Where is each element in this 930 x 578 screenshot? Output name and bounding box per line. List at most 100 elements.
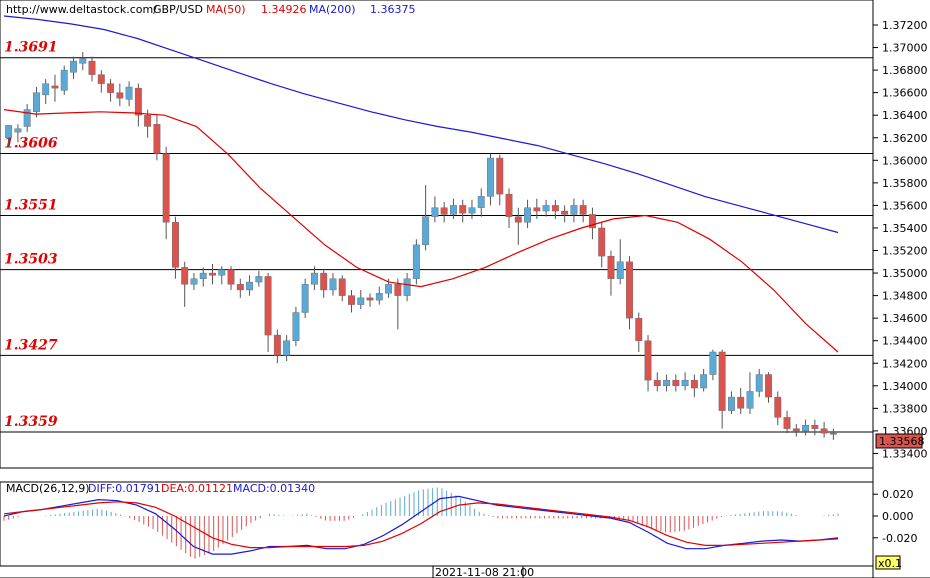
candle-body [431, 207, 439, 217]
candle-body [690, 379, 698, 389]
price-tick-label: 1.34600 [882, 312, 928, 325]
candle-body [60, 69, 68, 91]
candle-body [171, 222, 179, 268]
candle-body [709, 351, 717, 375]
price-tick-label: 1.35200 [882, 245, 928, 258]
candle-body [264, 276, 272, 336]
candle-body [802, 425, 810, 432]
macd-tick-label: 0.000 [882, 510, 914, 523]
candle-body [107, 83, 115, 93]
candle-body [246, 281, 254, 291]
price-tick-label: 1.35800 [882, 177, 928, 190]
price-tick-label: 1.37000 [882, 42, 928, 55]
candle-body [588, 214, 596, 229]
macd-title: MACD(26,12,9) [6, 482, 90, 495]
candle-body [626, 261, 633, 319]
candle-body [644, 340, 652, 381]
candle-body [412, 244, 420, 279]
candle-body [579, 205, 587, 215]
level-label: 1.3427 [4, 337, 58, 353]
candle-body [236, 284, 244, 291]
candle-body [700, 374, 708, 389]
candle-body [79, 58, 87, 64]
candle-body [746, 391, 754, 409]
candle-body [338, 278, 346, 296]
candle-body [524, 207, 532, 223]
candle-body [755, 374, 763, 392]
candle-body [542, 205, 550, 212]
candle-body [459, 205, 467, 214]
candle-body [468, 207, 476, 214]
zoom-box[interactable] [875, 555, 901, 570]
candle-body [51, 85, 59, 89]
ma200-label: MA(200) [309, 3, 356, 16]
candle-body [144, 114, 152, 127]
ma50-line [3, 109, 839, 353]
main-panel[interactable] [0, 0, 874, 469]
candle-body [162, 153, 170, 223]
candle-body [551, 205, 559, 212]
candle-body [672, 379, 680, 387]
price-tick-label: 1.33400 [882, 447, 928, 460]
candle-body [635, 317, 643, 341]
candle-body [199, 272, 207, 279]
last-price-value: 1.33568 [879, 435, 925, 448]
date-label: 2021-11-08 21:00 [435, 566, 534, 578]
candle-body [366, 297, 374, 301]
ma50-label: MA(50) [206, 3, 246, 16]
candle-body [88, 60, 96, 75]
candle-body [487, 157, 494, 197]
candle-body [292, 312, 300, 341]
level-label: 1.3551 [4, 198, 58, 214]
price-tick-label: 1.34000 [882, 380, 928, 393]
candle-body [505, 193, 513, 217]
candle-body [792, 428, 800, 432]
zoom-label[interactable]: x0.1 [878, 557, 902, 570]
candle-body [829, 432, 837, 435]
candle-body [765, 374, 772, 398]
candle-body [320, 272, 328, 291]
macd-diff-line [3, 495, 839, 555]
candle-body [496, 157, 504, 195]
candle-body [403, 278, 411, 296]
level-label: 1.3691 [4, 40, 58, 56]
candle-body [718, 351, 726, 411]
candle-body [125, 86, 133, 100]
candle-body [181, 267, 189, 285]
candle-body [209, 272, 216, 276]
candle-body [218, 269, 226, 276]
candle-body [811, 425, 819, 429]
macd-hist-value: MACD:0.01340 [233, 482, 315, 495]
candle-body [273, 334, 281, 356]
macd-tick-label: -0.020 [882, 532, 917, 545]
candle-body [663, 379, 671, 387]
macd-panel[interactable] [0, 481, 874, 567]
macd-tick-label: 0.020 [882, 488, 914, 501]
candle-body [32, 92, 40, 113]
candle-body [422, 216, 430, 246]
ma50-value: 1.34926 [261, 3, 307, 16]
price-tick-label: 1.34400 [882, 335, 928, 348]
candle-body [616, 261, 624, 279]
candle-body [97, 74, 105, 84]
symbol-label: GBP/USD [153, 3, 203, 16]
candle-body [310, 272, 318, 285]
candle-body [385, 284, 393, 294]
ma200-line [3, 15, 839, 234]
candle-body [514, 216, 522, 223]
candle-body [23, 109, 31, 127]
candle-body [116, 92, 124, 99]
level-label: 1.3359 [4, 414, 58, 430]
candle-body [134, 87, 142, 116]
candle-body [301, 284, 309, 313]
candle-body [820, 428, 828, 434]
candle-body [653, 379, 661, 387]
date-label-box [432, 565, 524, 578]
price-tick-label: 1.35400 [882, 222, 928, 235]
candle-body [70, 60, 77, 73]
site-url[interactable]: http://www.deltastock.com/ [6, 3, 157, 16]
candle-body [375, 293, 383, 301]
candle-body [283, 340, 291, 356]
